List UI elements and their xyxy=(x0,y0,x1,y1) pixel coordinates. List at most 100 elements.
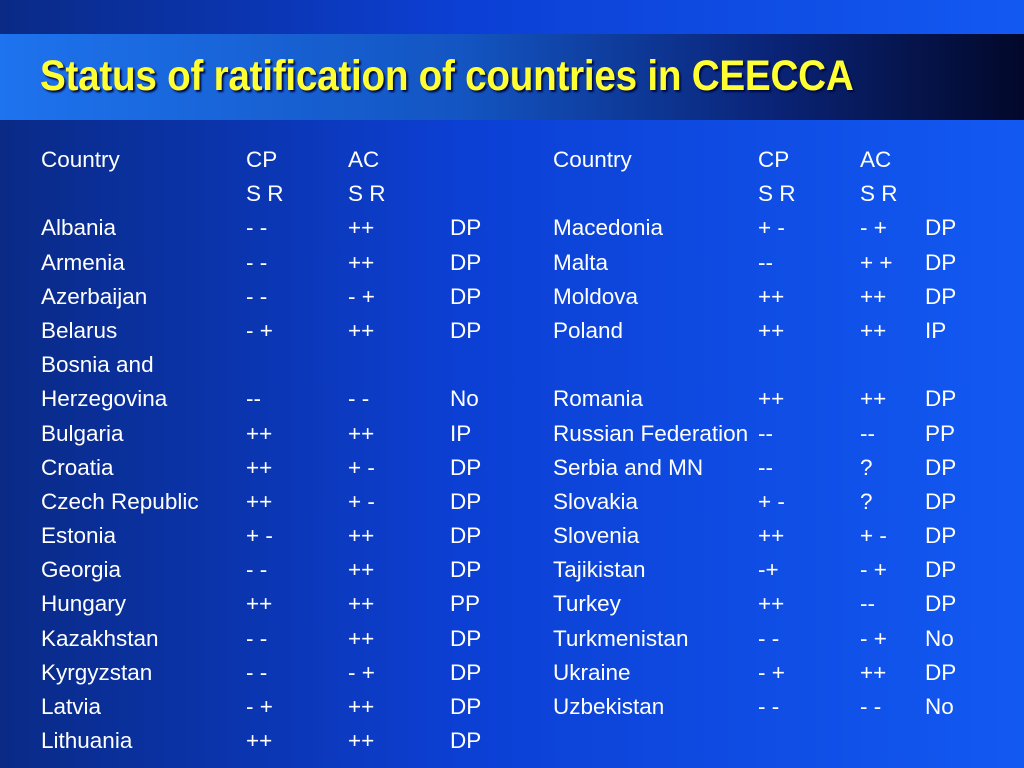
country-cell: Georgia xyxy=(41,557,122,583)
cp-cell: ++ xyxy=(246,728,273,754)
ac-cell: ++ xyxy=(348,420,375,446)
status-cell: PP xyxy=(925,420,956,446)
status-cell: DP xyxy=(450,249,482,275)
cp-cell: ++ xyxy=(246,420,273,446)
status-cell: DP xyxy=(450,625,482,651)
cp-cell: ++ xyxy=(758,523,785,549)
country-cell: Turkmenistan xyxy=(553,625,689,651)
ac-cell: ++ xyxy=(348,523,375,549)
country-cell: Bosnia and xyxy=(41,352,154,378)
status-cell: DP xyxy=(925,591,957,617)
cp-cell: - - xyxy=(758,694,780,719)
country-cell: Romania xyxy=(553,386,644,412)
country-cell: Tajikistan xyxy=(553,557,646,583)
status-cell: DP xyxy=(925,488,957,514)
country-cell: Poland xyxy=(553,317,624,343)
status-cell: DP xyxy=(450,488,482,514)
cp-cell: -- xyxy=(758,420,773,446)
status-cell: DP xyxy=(450,659,482,685)
cp-cell: ++ xyxy=(758,591,785,617)
ac-cell: ++ xyxy=(348,694,375,719)
status-cell: DP xyxy=(450,523,482,549)
country-cell: Bulgaria xyxy=(41,420,124,446)
ac-cell: ++ xyxy=(860,386,887,412)
country-cell: Azerbaijan xyxy=(41,283,148,309)
country-cell: Turkey xyxy=(553,591,621,617)
ac-cell: -- xyxy=(860,420,875,446)
cp-cell: ++ xyxy=(758,317,785,343)
header-ac-sub: S R xyxy=(348,181,386,207)
cp-cell: -- xyxy=(758,249,773,275)
status-cell: DP xyxy=(450,454,482,480)
cp-cell: - - xyxy=(246,625,268,651)
status-cell: DP xyxy=(450,694,482,719)
status-cell: DP xyxy=(925,215,957,241)
cp-cell: + - xyxy=(246,523,273,549)
ac-cell: + - xyxy=(348,454,375,480)
ac-cell: ? xyxy=(860,488,873,514)
country-cell: Herzegovina xyxy=(41,386,168,412)
country-cell: Croatia xyxy=(41,454,114,480)
status-cell: DP xyxy=(450,215,482,241)
cp-cell: ++ xyxy=(758,283,785,309)
cp-cell: - - xyxy=(246,659,268,685)
ac-cell: - + xyxy=(348,283,375,309)
country-cell: Lithuania xyxy=(41,728,133,754)
status-cell: DP xyxy=(925,523,957,549)
header-cp-sub: S R xyxy=(246,181,284,207)
country-cell: Hungary xyxy=(41,591,127,617)
country-cell: Estonia xyxy=(41,523,117,549)
ac-cell: ++ xyxy=(860,659,887,685)
ac-cell: ++ xyxy=(348,625,375,651)
ac-cell: ++ xyxy=(348,591,375,617)
cp-cell: - - xyxy=(246,215,268,241)
header-country: Country xyxy=(41,147,120,172)
status-cell: DP xyxy=(450,283,482,309)
country-cell: Albania xyxy=(41,215,117,241)
cp-cell: ++ xyxy=(246,591,273,617)
country-cell: Uzbekistan xyxy=(553,694,665,719)
status-cell: No xyxy=(925,625,954,651)
ac-cell: - + xyxy=(348,659,375,685)
ac-cell: ++ xyxy=(860,317,887,343)
status-cell: DP xyxy=(450,557,482,583)
ac-cell: + - xyxy=(348,488,375,514)
status-cell: IP xyxy=(450,420,472,446)
status-cell: DP xyxy=(450,728,482,754)
cp-cell: - + xyxy=(758,659,785,685)
header-ac-sub: S R xyxy=(860,181,898,207)
status-cell: IP xyxy=(925,317,947,343)
ac-cell: ++ xyxy=(348,249,375,275)
header-cp: CP xyxy=(246,147,278,172)
status-cell: DP xyxy=(925,249,957,275)
header-country: Country xyxy=(553,147,632,172)
cp-cell: + - xyxy=(758,488,785,514)
country-cell: Armenia xyxy=(41,249,125,275)
country-cell: Slovenia xyxy=(553,523,640,549)
country-cell: Czech Republic xyxy=(41,488,199,514)
ac-cell: + - xyxy=(860,523,887,549)
ac-cell: + + xyxy=(860,249,893,275)
ac-cell: ++ xyxy=(348,215,375,241)
cp-cell: - + xyxy=(246,317,273,343)
status-cell: DP xyxy=(925,659,957,685)
country-cell: Serbia and MN xyxy=(553,454,704,480)
country-cell: Malta xyxy=(553,249,609,275)
cp-cell: - + xyxy=(246,694,273,719)
header-cp: CP xyxy=(758,147,790,172)
cp-cell: ++ xyxy=(246,454,273,480)
country-cell: Kyrgyzstan xyxy=(41,659,153,685)
country-cell: Belarus xyxy=(41,317,118,343)
ac-cell: - - xyxy=(860,694,882,719)
ac-cell: - + xyxy=(860,625,887,651)
status-cell: DP xyxy=(450,317,482,343)
ac-cell: ++ xyxy=(860,283,887,309)
country-cell: Moldova xyxy=(553,283,639,309)
ac-cell: ? xyxy=(860,454,873,480)
status-cell: PP xyxy=(450,591,481,617)
cp-cell: + - xyxy=(758,215,785,241)
ac-cell: ++ xyxy=(348,728,375,754)
status-cell: DP xyxy=(925,386,957,412)
cp-cell: -- xyxy=(758,454,773,480)
country-cell: Russian Federation xyxy=(553,420,749,446)
